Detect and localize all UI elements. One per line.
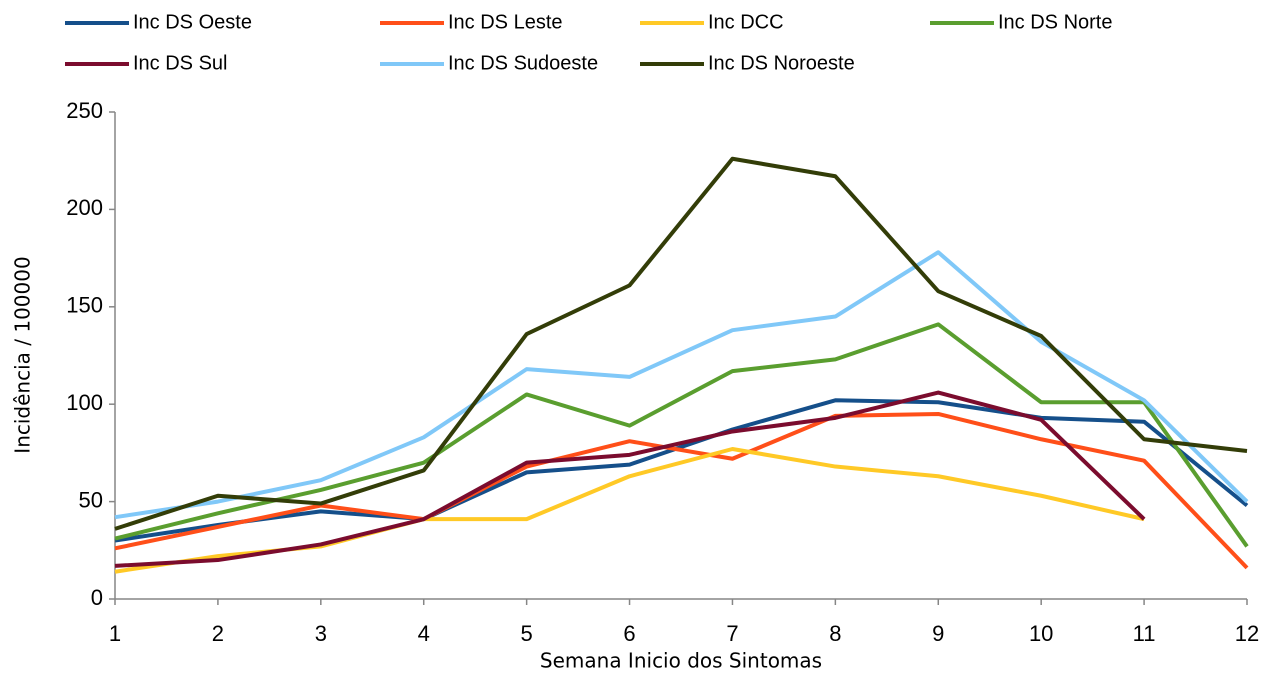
series-line	[114, 398, 1249, 543]
x-tick-label: 1	[109, 621, 121, 646]
x-tick-label: 5	[521, 621, 533, 646]
x-tick-label: 4	[418, 621, 430, 646]
y-axis-title: Incidência / 100000	[11, 256, 35, 453]
x-tick-label: 12	[1235, 621, 1259, 646]
legend-label: Inc DS Sudoeste	[448, 52, 598, 74]
y-tick-label: 250	[66, 98, 103, 123]
x-tick-label: 8	[829, 621, 841, 646]
x-tick-label: 9	[932, 621, 944, 646]
x-tick-label: 3	[315, 621, 327, 646]
legend-label: Inc DS Leste	[448, 11, 563, 33]
x-tick-label: 10	[1029, 621, 1053, 646]
legend-label: Inc DS Noroeste	[708, 52, 855, 74]
legend-label: Inc DS Norte	[998, 11, 1112, 33]
x-tick-label: 11	[1133, 621, 1156, 646]
x-tick-label: 6	[623, 621, 635, 646]
legend-label: Inc DS Oeste	[133, 11, 252, 33]
x-tick-label: 2	[212, 621, 224, 646]
legend-label: Inc DS Sul	[133, 52, 227, 74]
legend-label: Inc DCC	[708, 11, 784, 33]
series-line	[114, 250, 1249, 520]
y-tick-label: 150	[66, 293, 103, 318]
y-tick-label: 0	[91, 585, 103, 610]
series-line	[114, 322, 1249, 548]
series-line	[114, 411, 1249, 570]
x-tick-label: 7	[726, 621, 738, 646]
y-tick-label: 50	[79, 487, 103, 512]
series-line	[114, 390, 1146, 568]
y-tick-label: 100	[66, 390, 103, 415]
y-tick-label: 200	[66, 195, 103, 220]
x-axis-title: Semana Inicio dos Sintomas	[540, 649, 822, 673]
series-line	[114, 156, 1248, 531]
